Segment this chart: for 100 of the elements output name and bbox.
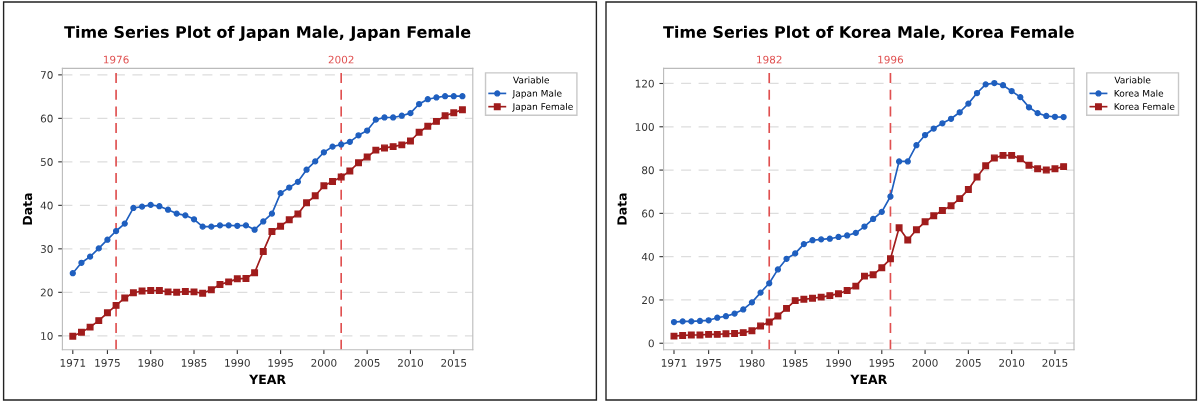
point <box>688 318 695 325</box>
point <box>1060 113 1067 121</box>
point <box>225 222 232 229</box>
point <box>190 288 198 296</box>
y-tick-label: 50 <box>40 158 53 166</box>
point <box>714 314 721 321</box>
point <box>155 287 163 295</box>
point <box>216 281 224 288</box>
point <box>705 317 712 324</box>
legend-title: Variable <box>1114 76 1151 84</box>
x-axis-title: YEAR <box>850 374 887 384</box>
point <box>1051 113 1059 120</box>
point <box>895 224 903 232</box>
point <box>424 122 432 130</box>
point <box>670 318 678 326</box>
point <box>459 93 466 100</box>
point <box>406 137 414 145</box>
x-tick-label: 2000 <box>912 358 938 367</box>
point <box>233 275 241 283</box>
legend-label: Korea Male <box>1114 89 1164 97</box>
point <box>921 131 929 139</box>
x-tick-label: 1971 <box>661 358 687 367</box>
point <box>748 299 756 306</box>
chart-title: Time Series Plot of Japan Male, Japan Female <box>64 25 471 42</box>
y-tick-label: 30 <box>40 245 53 253</box>
point <box>1051 165 1059 173</box>
point <box>844 232 851 239</box>
point <box>1034 110 1041 117</box>
point <box>973 173 981 181</box>
point <box>1016 155 1024 163</box>
point <box>722 313 730 320</box>
point <box>800 240 807 248</box>
point <box>381 144 388 152</box>
point <box>320 182 328 190</box>
point <box>173 210 180 217</box>
point <box>791 297 799 305</box>
x-tick-label: 1980 <box>739 358 765 367</box>
point <box>337 173 345 181</box>
x-axis-title: YEAR <box>249 374 286 384</box>
point <box>878 264 886 272</box>
point <box>103 309 111 317</box>
point <box>86 253 94 260</box>
x-tick-label: 1990 <box>826 358 852 367</box>
point <box>216 222 224 229</box>
point <box>1043 112 1050 120</box>
point <box>181 287 189 295</box>
point <box>432 117 440 125</box>
point <box>260 218 267 225</box>
point <box>311 192 319 200</box>
point <box>870 215 877 223</box>
point <box>86 323 94 331</box>
legend-title: Variable <box>513 76 550 84</box>
point <box>938 207 946 215</box>
point <box>1025 161 1033 169</box>
point <box>112 301 120 309</box>
point <box>147 287 155 295</box>
point <box>1042 166 1050 174</box>
point <box>1017 94 1024 101</box>
point <box>208 223 215 230</box>
point <box>355 132 362 139</box>
point <box>138 287 146 295</box>
point <box>982 162 990 170</box>
point <box>433 94 440 101</box>
point <box>895 158 903 165</box>
point <box>835 233 842 241</box>
point <box>852 282 860 290</box>
point <box>95 317 103 325</box>
point <box>77 328 85 336</box>
point <box>852 229 859 236</box>
point <box>1008 87 1015 95</box>
point <box>739 329 747 337</box>
y-tick-label: 40 <box>641 252 654 261</box>
point <box>766 280 773 287</box>
point <box>242 274 250 282</box>
point <box>355 159 362 167</box>
point <box>320 149 328 156</box>
point <box>407 110 414 117</box>
y-tick-label: 10 <box>41 332 53 340</box>
point <box>268 227 276 235</box>
point <box>259 247 267 255</box>
point <box>346 167 354 175</box>
point <box>251 226 258 233</box>
ref-line-label: 1976 <box>103 55 129 64</box>
x-tick-label: 2015 <box>1042 358 1068 367</box>
point <box>774 266 782 273</box>
point <box>817 293 825 301</box>
point <box>234 222 241 229</box>
legend-label: Japan Male <box>512 89 562 99</box>
point <box>415 100 423 108</box>
x-tick-label: 2015 <box>441 358 467 367</box>
x-tick-label: 2005 <box>354 358 380 367</box>
point <box>112 227 120 235</box>
point <box>757 289 764 296</box>
point <box>207 286 215 294</box>
point <box>783 255 790 262</box>
y-tick-label: 0 <box>648 339 654 348</box>
x-tick-label: 1995 <box>869 358 895 367</box>
point <box>199 223 206 230</box>
x-tick-label: 1980 <box>138 358 164 367</box>
point <box>939 120 946 127</box>
